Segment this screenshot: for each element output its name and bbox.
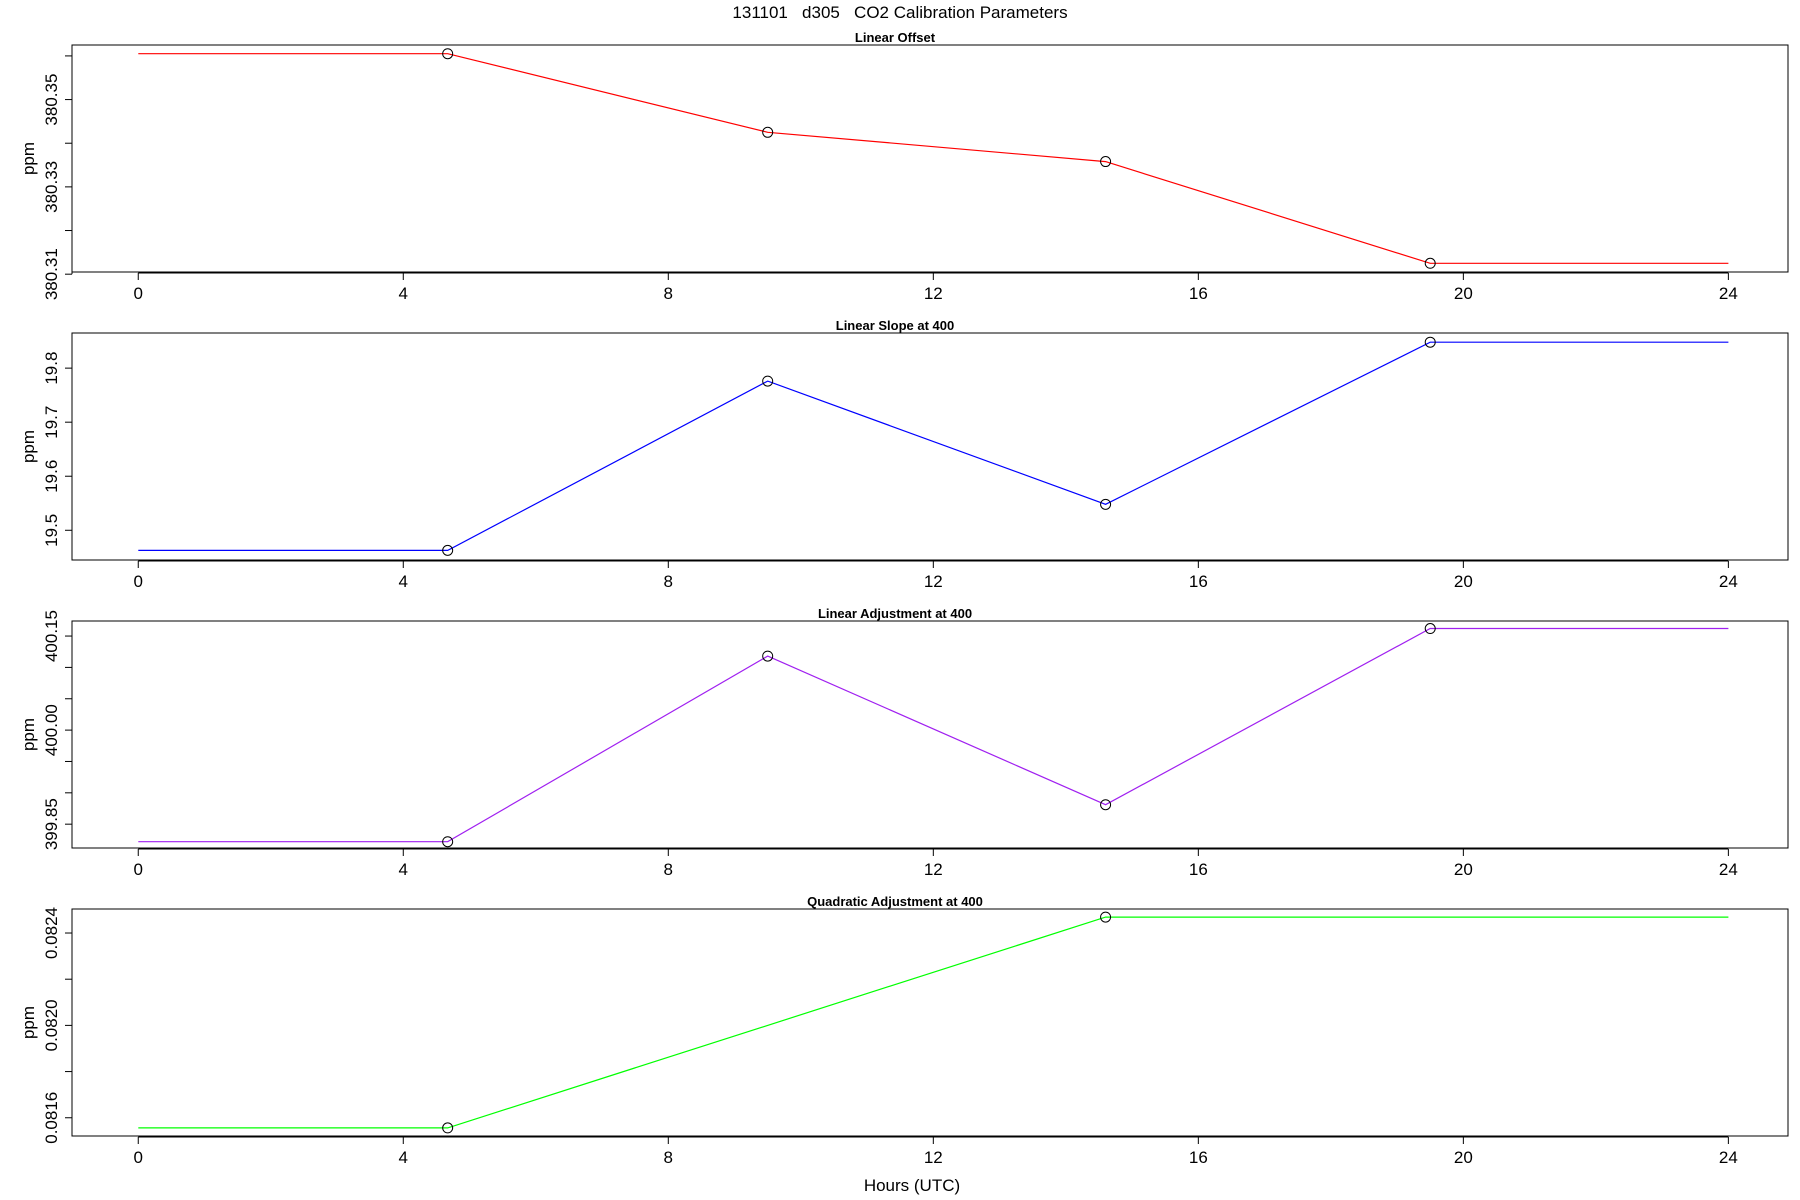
x-tick-label: 12 <box>924 572 943 591</box>
panel-title: Linear Offset <box>855 30 936 45</box>
x-tick-label: 20 <box>1454 1148 1473 1167</box>
x-tick-label: 8 <box>664 1148 673 1167</box>
x-tick-label: 16 <box>1189 1148 1208 1167</box>
data-point <box>762 375 774 387</box>
y-tick-label: 0.0824 <box>42 907 61 959</box>
panel-title: Quadratic Adjustment at 400 <box>807 894 983 909</box>
x-tick-label: 8 <box>664 860 673 879</box>
x-tick-label: 12 <box>924 284 943 303</box>
data-point <box>762 126 774 138</box>
y-axis-label: ppm <box>19 430 38 463</box>
x-tick-label: 8 <box>664 572 673 591</box>
y-tick-label: 19.5 <box>42 514 61 547</box>
panel-title: Linear Slope at 400 <box>836 318 955 333</box>
y-tick-label: 19.7 <box>42 406 61 439</box>
x-tick-label: 0 <box>134 860 143 879</box>
y-axis-label: ppm <box>19 718 38 751</box>
y-tick-label: 19.6 <box>42 460 61 493</box>
y-tick-label: 380.33 <box>42 161 61 213</box>
data-point <box>1100 156 1112 168</box>
data-point <box>442 836 454 848</box>
y-tick-label: 380.35 <box>42 74 61 126</box>
plot-frame <box>71 44 1789 273</box>
y-tick-label: 400.00 <box>42 704 61 756</box>
series-line <box>138 916 1729 1129</box>
y-tick-label: 0.0816 <box>42 1092 61 1144</box>
x-tick-label: 24 <box>1719 1148 1738 1167</box>
plot-frame <box>71 332 1789 561</box>
x-tick-label: 20 <box>1454 284 1473 303</box>
x-tick-label: 0 <box>134 284 143 303</box>
x-tick-label: 24 <box>1719 860 1738 879</box>
y-tick-label: 380.31 <box>42 248 61 300</box>
x-tick-label: 16 <box>1189 572 1208 591</box>
y-tick-label: 400.15 <box>42 610 61 662</box>
data-point <box>1424 336 1436 348</box>
y-tick-label: 399.85 <box>42 798 61 850</box>
x-tick-label: 12 <box>924 1148 943 1167</box>
x-tick-label: 24 <box>1719 572 1738 591</box>
x-tick-label: 0 <box>134 572 143 591</box>
y-tick-label: 19.8 <box>42 352 61 385</box>
data-point <box>442 544 454 556</box>
chart-panel-4: Quadratic Adjustment at 400 0 4 8 12 16 20 24 0.… <box>19 894 1789 1195</box>
chart-main-title: 131101 d305 CO2 Calibration Parameters <box>732 3 1068 22</box>
data-point <box>1424 257 1436 269</box>
data-point <box>1100 911 1112 923</box>
data-point <box>762 650 774 662</box>
data-point <box>442 1122 454 1134</box>
y-axis-label: ppm <box>19 1006 38 1039</box>
x-tick-label: 0 <box>134 1148 143 1167</box>
x-tick-label: 16 <box>1189 860 1208 879</box>
x-axis-label: Hours (UTC) <box>864 1176 960 1195</box>
series-line <box>138 53 1729 264</box>
chart-panel-2: Linear Slope at 400 0 4 8 12 16 20 24 19.5 19.6 19… <box>19 318 1789 591</box>
x-tick-label: 8 <box>664 284 673 303</box>
series-line <box>138 341 1729 552</box>
y-tick-label: 0.0820 <box>42 999 61 1051</box>
x-tick-label: 20 <box>1454 860 1473 879</box>
x-tick-label: 4 <box>399 1148 408 1167</box>
x-tick-label: 4 <box>399 284 408 303</box>
x-tick-label: 4 <box>399 572 408 591</box>
y-axis-label: ppm <box>19 142 38 175</box>
data-point <box>1100 799 1112 811</box>
x-tick-label: 12 <box>924 860 943 879</box>
x-tick-label: 4 <box>399 860 408 879</box>
x-tick-label: 16 <box>1189 284 1208 303</box>
x-tick-label: 24 <box>1719 284 1738 303</box>
plot-frame <box>71 908 1789 1137</box>
data-point <box>442 48 454 60</box>
panel-title: Linear Adjustment at 400 <box>818 606 972 621</box>
data-point <box>1100 498 1112 510</box>
chart-panel-1: Linear Offset 0 4 8 12 16 20 24 380.31 380.33 380.… <box>19 30 1789 303</box>
chart-panel-3: Linear Adjustment at 400 0 4 8 12 16 20 24 399.8… <box>19 606 1789 879</box>
plot-frame <box>71 620 1789 849</box>
data-point <box>1424 623 1436 635</box>
x-tick-label: 20 <box>1454 572 1473 591</box>
series-line <box>138 627 1729 843</box>
